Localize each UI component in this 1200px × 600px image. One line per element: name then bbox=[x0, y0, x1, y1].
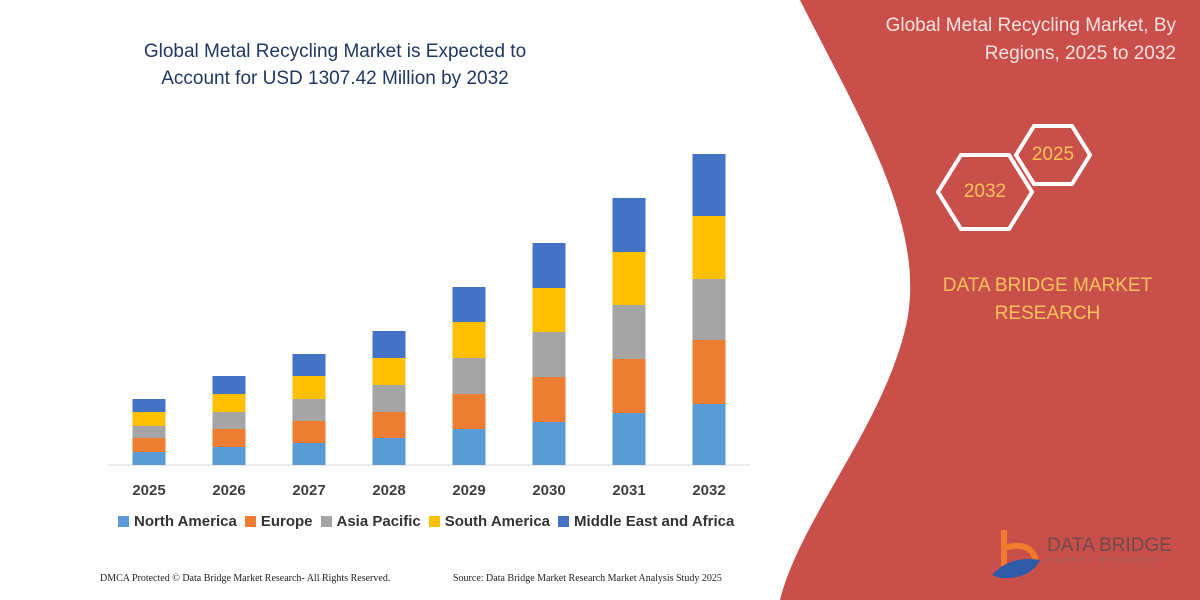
hexagon-2025-label: 2025 bbox=[1031, 144, 1075, 165]
bar-segment-2029-middle-east-and-africa bbox=[452, 287, 486, 322]
bar-segment-2025-asia-pacific bbox=[132, 426, 166, 438]
bar-segment-2025-south-america bbox=[132, 412, 166, 426]
bar-segment-2026-south-america bbox=[212, 394, 246, 412]
legend-label: Asia Pacific bbox=[336, 513, 421, 530]
bar-segment-2031-middle-east-and-africa bbox=[612, 198, 646, 252]
bar-segment-2029-asia-pacific bbox=[452, 358, 486, 394]
bar-segment-2025-north-america bbox=[132, 452, 166, 465]
legend-swatch bbox=[118, 516, 129, 527]
bar-segment-2026-europe bbox=[212, 429, 246, 447]
x-tick-label: 2030 bbox=[532, 482, 565, 499]
legend-item: Asia Pacific bbox=[320, 513, 421, 530]
bar-segment-2031-north-america bbox=[612, 413, 646, 465]
bar-segment-2032-middle-east-and-africa bbox=[692, 154, 726, 216]
legend-item: Europe bbox=[244, 513, 313, 530]
bar-segment-2027-south-america bbox=[292, 376, 326, 399]
bar-segment-2026-middle-east-and-africa bbox=[212, 376, 246, 394]
hexagon-2032-shape bbox=[935, 153, 1035, 231]
bar-segment-2029-europe bbox=[452, 394, 486, 429]
bar-segment-2028-asia-pacific bbox=[372, 385, 406, 412]
legend-item: Middle East and Africa bbox=[558, 513, 734, 530]
bar-segment-2031-europe bbox=[612, 359, 646, 413]
bar-segment-2027-north-america bbox=[292, 443, 326, 465]
bar-segment-2030-middle-east-and-africa bbox=[532, 243, 566, 288]
x-tick-label: 2026 bbox=[212, 482, 245, 499]
bar-segment-2032-asia-pacific bbox=[692, 279, 726, 340]
bar-segment-2027-middle-east-and-africa bbox=[292, 354, 326, 376]
legend-label: Middle East and Africa bbox=[574, 513, 735, 530]
x-tick-label: 2031 bbox=[612, 482, 645, 499]
legend-item: South America bbox=[428, 513, 551, 530]
hexagon-2025-shape bbox=[1013, 124, 1093, 186]
bar-segment-2027-europe bbox=[292, 421, 326, 443]
x-tick-label: 2025 bbox=[132, 482, 165, 499]
bar-segment-2028-south-america bbox=[372, 358, 406, 385]
bar-segment-2030-europe bbox=[532, 377, 566, 422]
x-tick-label: 2032 bbox=[692, 482, 725, 499]
bar-segment-2025-middle-east-and-africa bbox=[132, 399, 166, 412]
bar-segment-2025-europe bbox=[132, 438, 166, 452]
legend-swatch bbox=[558, 516, 570, 527]
bar-segment-2030-asia-pacific bbox=[532, 332, 566, 377]
x-tick-label: 2029 bbox=[452, 482, 485, 499]
x-tick-label: 2028 bbox=[372, 482, 405, 499]
bar-segment-2026-asia-pacific bbox=[212, 412, 246, 429]
legend-item: North America bbox=[118, 513, 237, 530]
logo-subtitle: MARKET RESEARCH bbox=[1047, 557, 1162, 564]
brand-text: DATA BRIDGE MARKET RESEARCH bbox=[942, 275, 1153, 324]
hexagon-2032-label: 2032 bbox=[963, 181, 1007, 202]
logo-name: DATA BRIDGE bbox=[1047, 535, 1172, 556]
bar-segment-2028-north-america bbox=[372, 438, 406, 465]
legend-swatch bbox=[428, 516, 440, 527]
bar-segment-2028-europe bbox=[372, 412, 406, 438]
logo-icon bbox=[992, 530, 1040, 579]
panel-title: Global Metal Recycling Market, By Region… bbox=[885, 15, 1176, 64]
legend-label: North America bbox=[134, 513, 237, 530]
legend: North America Europe Asia Pacific South … bbox=[118, 513, 734, 530]
bar-segment-2026-north-america bbox=[212, 447, 246, 465]
chart-title: Global Metal Recycling Market is Expecte… bbox=[143, 41, 527, 89]
bar-segment-2027-asia-pacific bbox=[292, 399, 326, 421]
legend-swatch bbox=[320, 516, 332, 527]
footer-source: Source: Data Bridge Market Research Mark… bbox=[453, 573, 722, 584]
bar-segment-2030-south-america bbox=[532, 288, 566, 332]
x-tick-labels: 2025 2026 2027 2028 2029 2030 2031 2032 bbox=[132, 482, 725, 499]
footer-copyright: DMCA Protected © Data Bridge Market Rese… bbox=[100, 573, 391, 584]
legend-label: Europe bbox=[260, 513, 313, 530]
legend-swatch bbox=[244, 516, 256, 527]
bar-segment-2032-north-america bbox=[692, 404, 726, 465]
bar-segment-2029-north-america bbox=[452, 429, 486, 465]
red-panel bbox=[780, 0, 1200, 600]
bars-group bbox=[132, 154, 726, 465]
bar-segment-2029-south-america bbox=[452, 322, 486, 358]
bar-segment-2031-asia-pacific bbox=[612, 305, 646, 359]
x-tick-label: 2027 bbox=[292, 482, 325, 499]
bar-segment-2031-south-america bbox=[612, 252, 646, 305]
legend-label: South America bbox=[444, 513, 551, 530]
bar-segment-2032-europe bbox=[692, 340, 726, 404]
bar-segment-2032-south-america bbox=[692, 216, 726, 279]
bar-segment-2028-middle-east-and-africa bbox=[372, 331, 406, 358]
bar-segment-2030-north-america bbox=[532, 422, 566, 465]
